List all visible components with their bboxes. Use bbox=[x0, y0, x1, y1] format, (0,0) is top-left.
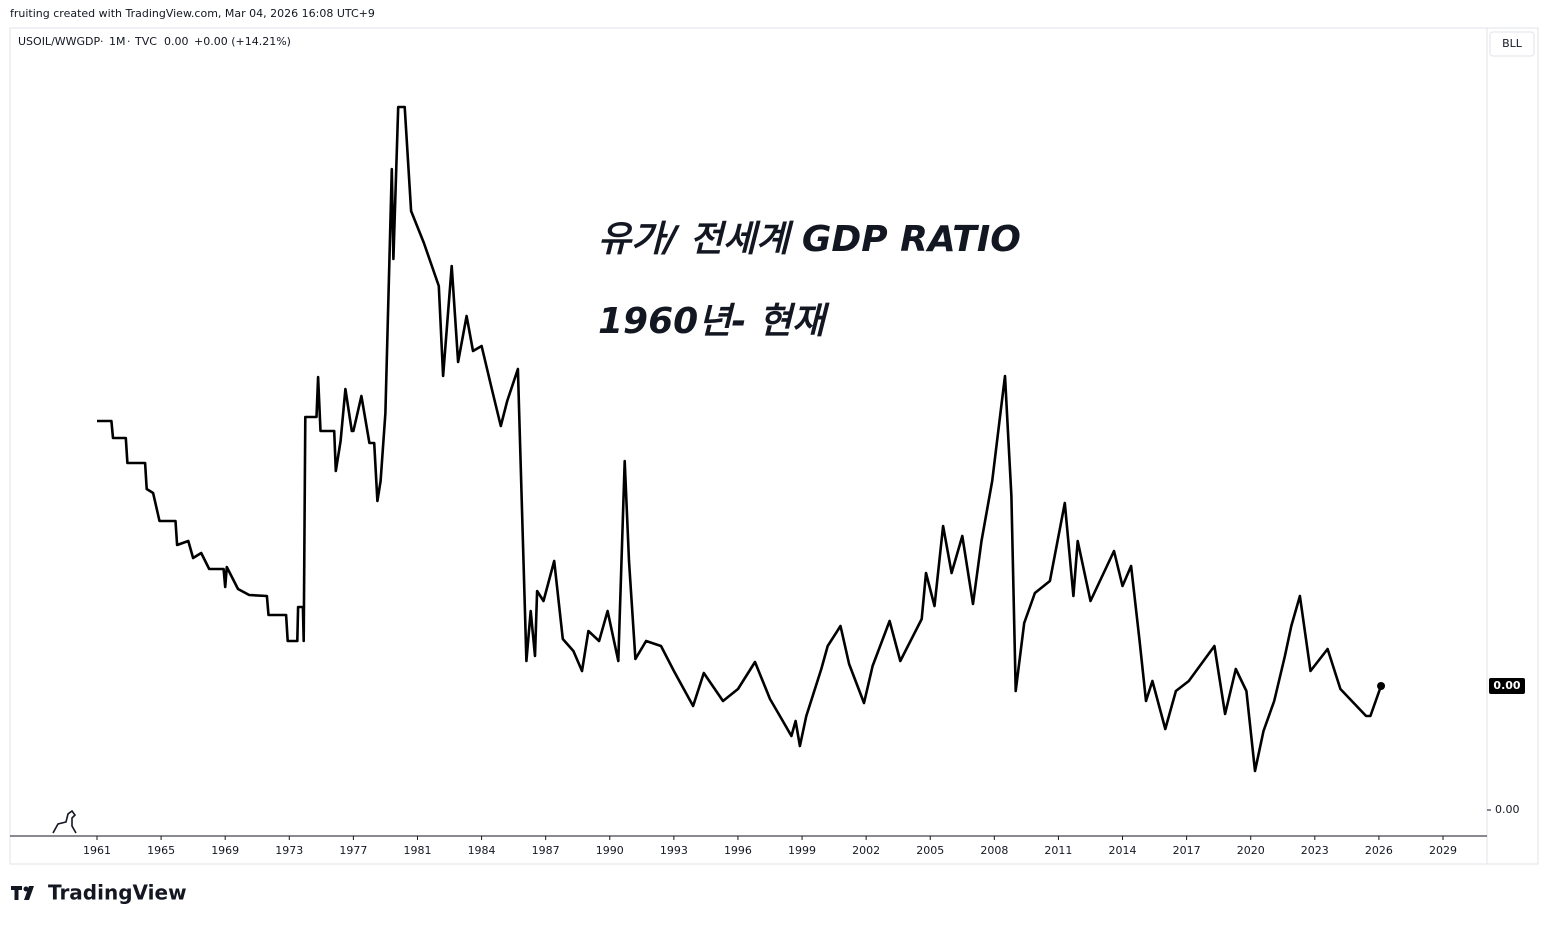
dino-icon bbox=[52, 809, 77, 834]
brand-logo-dot bbox=[23, 886, 29, 892]
price-badge-label: 0.00 bbox=[1493, 679, 1520, 692]
header-text: fruiting created with TradingView.com, M… bbox=[10, 7, 375, 20]
legend-interval: 1M bbox=[109, 35, 126, 48]
x-tick-label: 1977 bbox=[339, 844, 367, 857]
legend-separator: · bbox=[127, 35, 131, 48]
price-line bbox=[97, 105, 1383, 773]
x-tick-label: 2011 bbox=[1044, 844, 1072, 857]
x-tick-label: 2008 bbox=[980, 844, 1008, 857]
legend-separator: · bbox=[100, 35, 104, 48]
x-tick-label: 1999 bbox=[788, 844, 816, 857]
x-tick-label: 1984 bbox=[468, 844, 496, 857]
x-tick-label: 2029 bbox=[1429, 844, 1457, 857]
legend-symbol: USOIL/WWGDP bbox=[18, 35, 101, 48]
toolbar-button[interactable] bbox=[1489, 31, 1535, 57]
annotation: 1960년- 현재 bbox=[598, 301, 830, 342]
frame bbox=[9, 27, 1539, 865]
x-tick-label: 1987 bbox=[532, 844, 560, 857]
x-tick-label: 1961 bbox=[83, 844, 111, 857]
y-tick-label: 0.00 bbox=[1495, 803, 1520, 816]
brand-logo bbox=[11, 886, 34, 900]
watermark-icon bbox=[52, 809, 77, 834]
x-tick-label: 1996 bbox=[724, 844, 752, 857]
annotation: 유가/ 전세계 GDP RATIO bbox=[598, 219, 1021, 260]
last-point bbox=[1377, 682, 1386, 690]
x-tick-label: 2026 bbox=[1365, 844, 1393, 857]
brand-name: TradingView bbox=[48, 881, 187, 905]
brand: TradingView bbox=[11, 881, 187, 905]
legend-price: 0.00 bbox=[164, 35, 189, 48]
legend-source: TVC bbox=[134, 35, 157, 48]
x-tick-label: 1969 bbox=[211, 844, 239, 857]
x-tick-label: 1993 bbox=[660, 844, 688, 857]
x-tick-label: 2023 bbox=[1301, 844, 1329, 857]
x-tick-label: 2017 bbox=[1173, 844, 1201, 857]
x-tick-label: 1981 bbox=[403, 844, 431, 857]
x-tick-label: 1973 bbox=[275, 844, 303, 857]
legend: USOIL/WWGDP · 1M · TVC 0.00 +0.00 (+14.2… bbox=[18, 35, 291, 48]
price-badge bbox=[1489, 678, 1525, 694]
legend-change: +0.00 (+14.21%) bbox=[194, 35, 291, 48]
x-tick-label: 1965 bbox=[147, 844, 175, 857]
toolbar-label[interactable]: BLL bbox=[1502, 37, 1523, 50]
x-tick-label: 2014 bbox=[1109, 844, 1137, 857]
x-tick-label: 2005 bbox=[916, 844, 944, 857]
x-tick-label: 2020 bbox=[1237, 844, 1265, 857]
x-tick-label: 1990 bbox=[596, 844, 624, 857]
x-tick-label: 2002 bbox=[852, 844, 880, 857]
